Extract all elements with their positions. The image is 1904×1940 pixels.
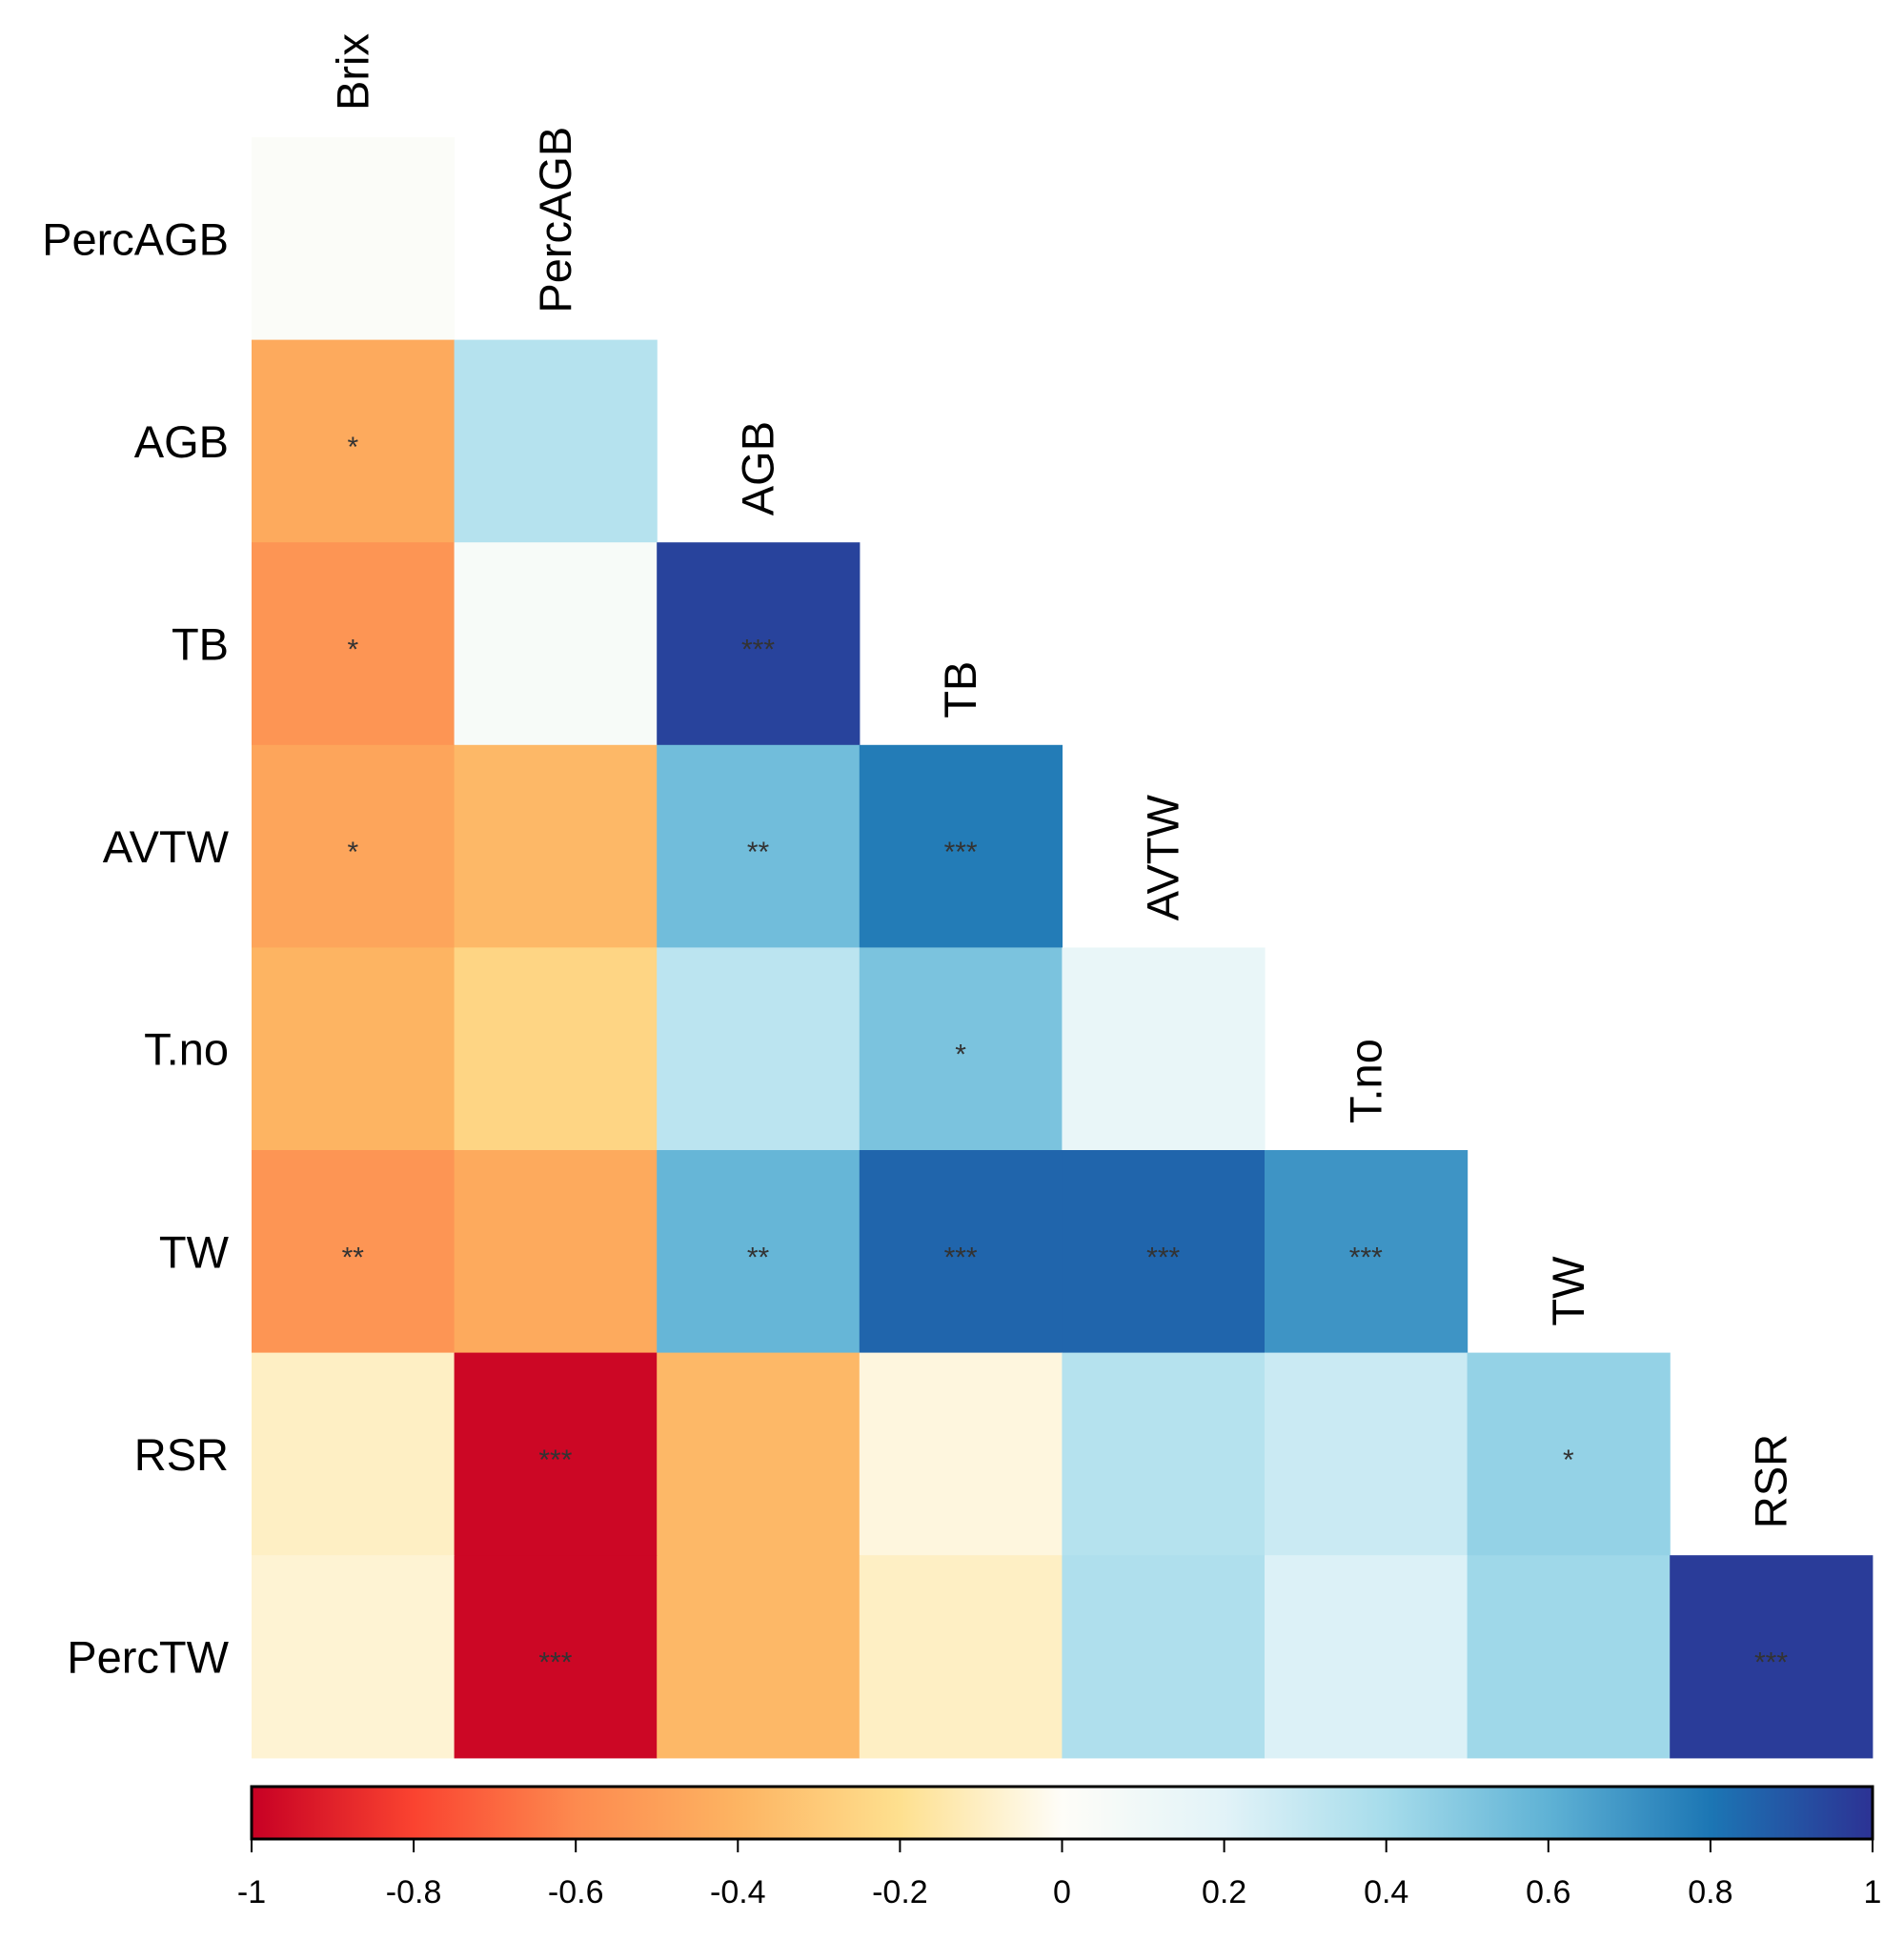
row-label: TB (172, 619, 229, 670)
column-label: AGB (733, 421, 783, 515)
heatmap-cell (454, 1352, 658, 1556)
row-label: PercAGB (42, 213, 229, 264)
heatmap-cell (1265, 1150, 1469, 1354)
column-label: Brix (327, 33, 377, 111)
heatmap-cell (1062, 1555, 1266, 1759)
heatmap-cell (454, 947, 658, 1151)
heatmap-cell (657, 1150, 861, 1354)
heatmap-cell (1062, 1352, 1266, 1556)
heatmap-cell (657, 1555, 861, 1759)
row-label: PercTW (67, 1632, 229, 1683)
column-label: AVTW (1138, 794, 1188, 920)
significance-stars: *** (741, 635, 775, 666)
heatmap-cell (1062, 1150, 1266, 1354)
colorbar-tick-label: 0.2 (1202, 1874, 1246, 1910)
heatmap-cell (859, 744, 1063, 948)
row-label: AVTW (103, 821, 230, 872)
significance-stars: *** (1754, 1647, 1788, 1679)
colorbar-tick-label: 1 (1864, 1874, 1882, 1910)
heatmap-cell (859, 1555, 1063, 1759)
heatmap-cell (1467, 1352, 1671, 1556)
significance-stars: *** (1349, 1242, 1383, 1273)
heatmap-cell (454, 542, 658, 746)
colorbar-tick-label: 0.6 (1526, 1874, 1570, 1910)
significance-stars: * (347, 837, 358, 868)
heatmap-cell (454, 1555, 658, 1759)
row-label: T.no (144, 1024, 229, 1075)
colorbar-tick-label: -0.2 (872, 1874, 928, 1910)
heatmap-cell (859, 1150, 1063, 1354)
heatmap-cell (252, 542, 456, 746)
colorbar-tick-label: -0.4 (710, 1874, 766, 1910)
colorbar-tick-label: -1 (237, 1874, 266, 1910)
heatmap-cell (1265, 1555, 1469, 1759)
colorbar-tick-label: 0.8 (1688, 1874, 1732, 1910)
significance-stars: *** (538, 1647, 572, 1679)
significance-stars: *** (538, 1445, 572, 1476)
row-labels: PercAGB AGB TB AVTW T.no TW RSR PercTW (42, 213, 230, 1682)
heatmap-cell (252, 1555, 456, 1759)
colorbar-tick-label: 0.4 (1364, 1874, 1408, 1910)
significance-stars: * (1563, 1445, 1574, 1476)
significance-stars: *** (944, 837, 978, 868)
row-label: AGB (134, 416, 229, 467)
column-label: PercAGB (530, 127, 580, 313)
column-labels: Brix PercAGB AGB TB AVTW T.no TW RSR (327, 33, 1795, 1528)
heatmap-cell (657, 1352, 861, 1556)
heatmap-cell (859, 1352, 1063, 1556)
colorbar-tick-label: -0.8 (386, 1874, 442, 1910)
heatmap-cell (657, 744, 861, 948)
significance-stars: ** (747, 837, 770, 868)
heatmap-cell (859, 947, 1063, 1151)
heatmap-cell (1467, 1555, 1671, 1759)
column-label: TW (1543, 1256, 1593, 1326)
heatmap-cell (657, 947, 861, 1151)
heatmap-cell (657, 542, 861, 746)
colorbar-tick-label: -0.6 (548, 1874, 604, 1910)
significance-stars: * (955, 1040, 966, 1071)
significance-stars: ** (747, 1242, 770, 1273)
heatmap-cell (252, 1150, 456, 1354)
heatmap-cell (454, 1150, 658, 1354)
colorbar-gradient (250, 1785, 1874, 1841)
heatmap-cell (252, 339, 456, 543)
column-label: T.no (1340, 1039, 1390, 1123)
row-label: RSR (134, 1429, 229, 1480)
significance-stars: *** (944, 1242, 978, 1273)
heatmap-cells: ** **** ** ****** ** *** *** ****** **** *** (252, 137, 1874, 1759)
colorbar: -1 -0.8 -0.6 -0.4 -0.2 0 0.2 0.4 0.6 0.8 1 (237, 1785, 1882, 1910)
heatmap-cell (1062, 947, 1266, 1151)
significance-stars: * (347, 432, 358, 463)
significance-stars: * (347, 635, 358, 666)
heatmap-cell (252, 137, 456, 341)
significance-stars: ** (342, 1242, 365, 1273)
heatmap-cell (454, 744, 658, 948)
heatmap-cell (1265, 1352, 1469, 1556)
row-label: TW (159, 1226, 230, 1277)
heatmap-cell (252, 744, 456, 948)
heatmap-cell (1670, 1555, 1874, 1759)
column-label: TB (935, 661, 985, 718)
heatmap-cell (454, 339, 658, 543)
heatmap-cell (252, 1352, 456, 1556)
heatmap-cell (252, 947, 456, 1151)
colorbar-tick-label: 0 (1053, 1874, 1071, 1910)
significance-stars: *** (1146, 1242, 1180, 1273)
column-label: RSR (1746, 1434, 1796, 1528)
